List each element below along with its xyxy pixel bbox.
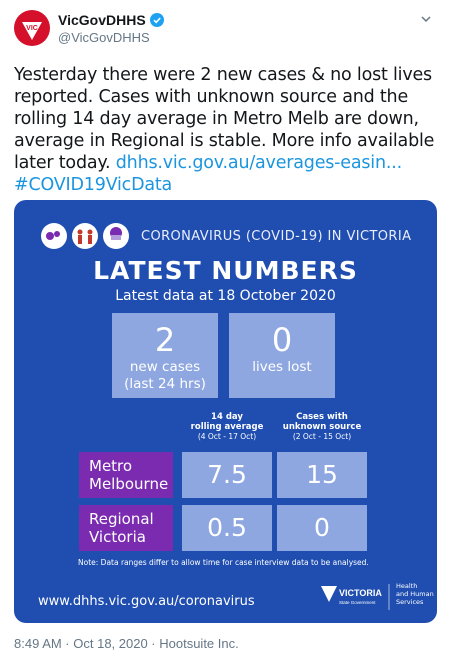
latest-numbers-title: LATEST NUMBERS: [93, 256, 358, 285]
new-cases-value: 2: [154, 321, 176, 359]
department-name: Health and Human Services: [396, 582, 434, 606]
logo-text: VICTORIA: [339, 588, 382, 598]
row-label-metro-line1: Metro: [89, 457, 133, 475]
logo-subtext: State Government: [339, 600, 376, 605]
victoria-logo-icon: VIC: [22, 22, 42, 40]
department-line2: and Human: [396, 590, 434, 598]
rolling-average-range: (4 Oct - 17 Oct): [197, 432, 257, 441]
card-header: CORONAVIRUS (COVID-19) IN VICTORIA: [141, 229, 412, 244]
row-label-regional-line1: Regional: [89, 510, 154, 528]
metro-average-value: 7.5: [182, 452, 272, 498]
as-of-date: Latest data at 18 October 2020: [115, 288, 336, 304]
new-cases-box: 2 new cases (last 24 hrs): [112, 313, 218, 398]
row-label-metro-line2: Melbourne: [89, 475, 169, 493]
unknown-source-header-line1: Cases with: [296, 412, 348, 422]
unknown-source-header-line2: unknown source: [282, 422, 362, 432]
lives-lost-label: lives lost: [252, 359, 312, 375]
tweet-timestamp[interactable]: 8:49 AM · Oct 18, 2020 · Hootsuite Inc.: [14, 636, 239, 651]
rolling-average-header: 14 day rolling average (4 Oct - 17 Oct): [182, 412, 272, 442]
svg-text:VIC: VIC: [26, 25, 38, 32]
hashtag[interactable]: #COVID19VicData: [14, 175, 173, 195]
lives-lost-value: 0: [271, 321, 293, 359]
regional-unknown-value: 0: [277, 505, 367, 551]
department-line3: Services: [396, 598, 424, 606]
new-cases-label: new cases: [129, 359, 201, 375]
row-label-metro: Metro Melbourne: [79, 452, 173, 498]
rolling-average-header-line2: rolling average: [190, 422, 264, 432]
metro-unknown-value: 15: [277, 452, 367, 498]
tweet-body: Yesterday there were 2 new cases & no lo…: [14, 65, 435, 173]
department-line1: Health: [396, 582, 418, 590]
tweet-link[interactable]: dhhs.vic.gov.au/averages-easin...: [115, 153, 402, 173]
tweet-text: Yesterday there were 2 new cases & no lo…: [14, 64, 439, 196]
victoria-state-logo: VICTORIA State Government: [321, 584, 390, 610]
row-label-regional-line2: Victoria: [89, 528, 146, 546]
verified-badge-icon: [150, 13, 164, 27]
rolling-average-header-line1: 14 day: [211, 412, 243, 422]
unknown-source-header: Cases with unknown source (2 Oct - 15 Oc…: [277, 412, 367, 442]
avatar[interactable]: VIC: [14, 10, 50, 46]
card-url: www.dhhs.vic.gov.au/coronavirus: [38, 594, 255, 609]
account-name[interactable]: VicGovDHHS: [58, 12, 146, 28]
chevron-down-icon[interactable]: [419, 12, 433, 26]
new-cases-period: (last 24 hrs): [124, 376, 206, 392]
unknown-source-range: (2 Oct - 15 Oct): [292, 432, 352, 441]
data-note: Note: Data ranges differ to allow time f…: [78, 558, 369, 567]
regional-average-value: 0.5: [182, 505, 272, 551]
health-advice-icons: [41, 223, 129, 249]
row-label-regional: Regional Victoria: [79, 505, 173, 551]
tweet-header: VIC VicGovDHHS @VicGovDHHS: [14, 10, 439, 50]
account-handle[interactable]: @VicGovDHHS: [58, 30, 150, 45]
lives-lost-box: 0 lives lost: [229, 313, 335, 398]
infographic-card[interactable]: CORONAVIRUS (COVID-19) IN VICTORIA LATES…: [14, 200, 437, 623]
